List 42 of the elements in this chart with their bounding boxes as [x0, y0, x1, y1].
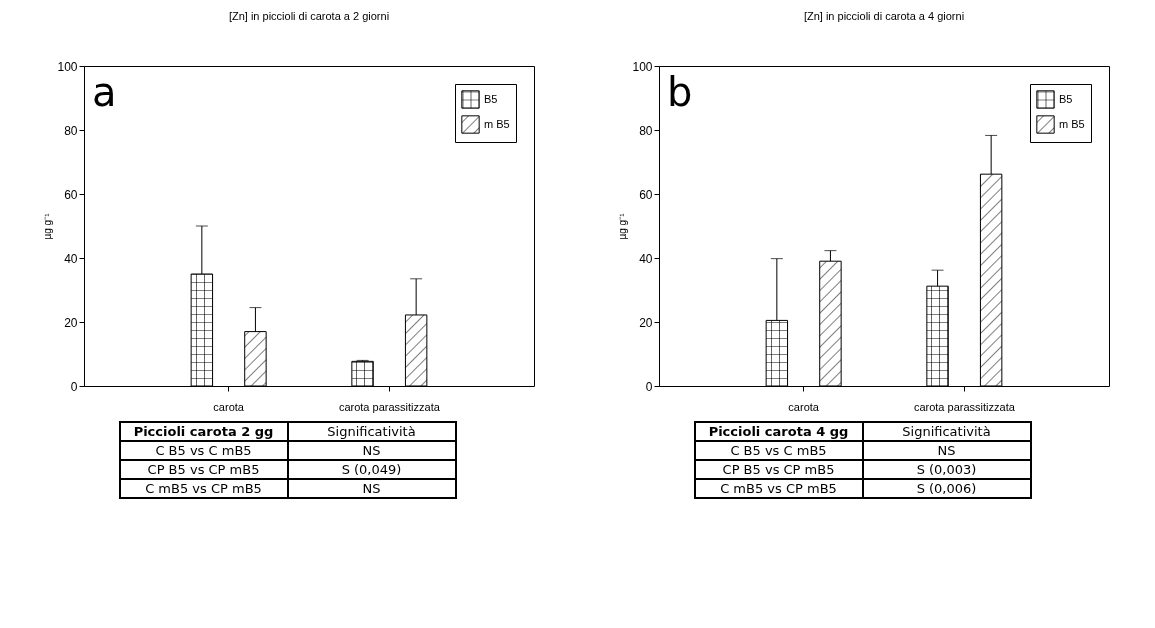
- x-tick-label: carota parassitizzata: [913, 400, 1016, 413]
- y-tick-label: 20: [638, 315, 653, 330]
- y-tick-label: 80: [638, 123, 653, 138]
- y-tick-label: 60: [638, 187, 653, 202]
- y-axis-title: µg g⁻¹: [616, 212, 628, 240]
- text: Piccioli carota 4 gg: [694, 422, 863, 441]
- text: Significatività: [287, 422, 456, 441]
- text: NS: [287, 441, 456, 460]
- annotation: b: [666, 69, 692, 115]
- text: S (0,003): [862, 460, 1031, 479]
- annotation: a: [91, 69, 117, 115]
- text: C mB5 vs CP mB5: [694, 479, 863, 498]
- y-tick-label: 0: [70, 379, 78, 394]
- legend-label: m B5: [1058, 117, 1085, 130]
- y-tick-label: 40: [63, 251, 78, 266]
- text: C B5 vs C mB5: [694, 441, 863, 460]
- y-tick-label: 40: [638, 251, 653, 266]
- y-tick-label: 80: [63, 123, 78, 138]
- chart-title: [Zn] in piccioli di carota a 2 giorni: [228, 10, 389, 22]
- y-tick-label: 0: [645, 379, 653, 394]
- chart-title: [Zn] in piccioli di carota a 4 giorni: [803, 10, 964, 22]
- y-tick-label: 100: [56, 59, 78, 74]
- legend-label: B5: [1058, 92, 1072, 105]
- y-axis-title: µg g⁻¹: [41, 212, 53, 240]
- x-tick-label: carota: [212, 400, 245, 413]
- y-tick-label: 100: [631, 59, 653, 74]
- y-tick-label: 20: [63, 315, 78, 330]
- text: Significatività: [862, 422, 1031, 441]
- text: C B5 vs C mB5: [119, 441, 288, 460]
- x-tick-label: carota: [787, 400, 820, 413]
- y-tick-label: 60: [63, 187, 78, 202]
- text: S (0,006): [862, 479, 1031, 498]
- text: NS: [862, 441, 1031, 460]
- text: Piccioli carota 2 gg: [119, 422, 288, 441]
- legend-label: B5: [483, 92, 497, 105]
- text: C mB5 vs CP mB5: [119, 479, 288, 498]
- text: S (0,049): [287, 460, 456, 479]
- x-tick-label: carota parassitizzata: [338, 400, 441, 413]
- text: NS: [287, 479, 456, 498]
- text: CP B5 vs CP mB5: [694, 460, 863, 479]
- text: CP B5 vs CP mB5: [119, 460, 288, 479]
- legend-label: m B5: [483, 117, 510, 130]
